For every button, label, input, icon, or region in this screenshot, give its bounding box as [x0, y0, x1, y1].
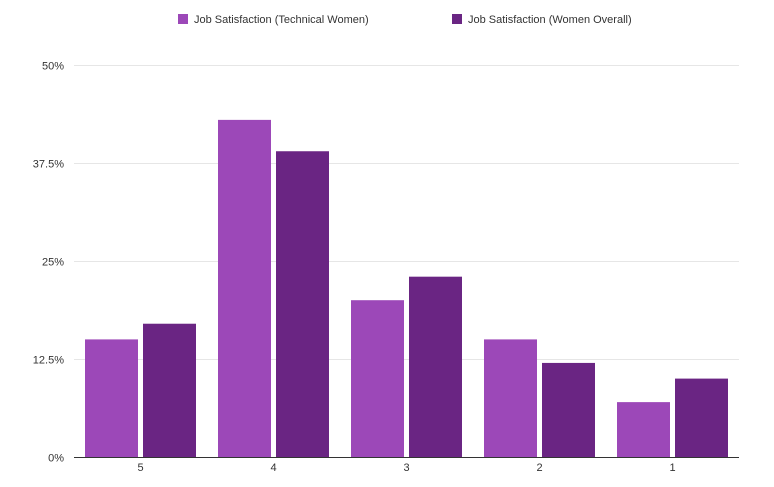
bar[interactable]	[617, 402, 670, 457]
y-tick-label: 12.5%	[33, 355, 64, 367]
y-axis: 0% 12.5% 25% 37.5% 50%	[33, 61, 739, 465]
y-tick-label: 50%	[42, 61, 64, 73]
y-tick-label: 25%	[42, 257, 64, 269]
bar[interactable]	[276, 151, 329, 458]
x-tick-label: 4	[270, 462, 276, 474]
legend: Job Satisfaction (Technical Women) Job Sa…	[178, 14, 632, 26]
bars	[85, 119, 728, 458]
bar[interactable]	[675, 378, 728, 457]
bar[interactable]	[484, 339, 537, 457]
legend-label[interactable]: Job Satisfaction (Women Overall)	[468, 14, 632, 26]
legend-swatch	[452, 14, 462, 24]
x-axis: 5 4 3 2 1	[137, 462, 675, 474]
x-tick-label: 3	[403, 462, 409, 474]
legend-swatch	[178, 14, 188, 24]
bar[interactable]	[409, 276, 462, 457]
y-tick-label: 37.5%	[33, 159, 64, 171]
bar[interactable]	[351, 300, 404, 457]
bar[interactable]	[85, 339, 138, 457]
bar[interactable]	[143, 323, 196, 457]
bar[interactable]	[542, 362, 595, 457]
bar[interactable]	[218, 119, 271, 457]
y-tick-label: 0%	[48, 453, 64, 465]
x-tick-label: 5	[137, 462, 143, 474]
x-tick-label: 1	[669, 462, 675, 474]
legend-label[interactable]: Job Satisfaction (Technical Women)	[194, 14, 369, 26]
x-tick-label: 2	[536, 462, 542, 474]
